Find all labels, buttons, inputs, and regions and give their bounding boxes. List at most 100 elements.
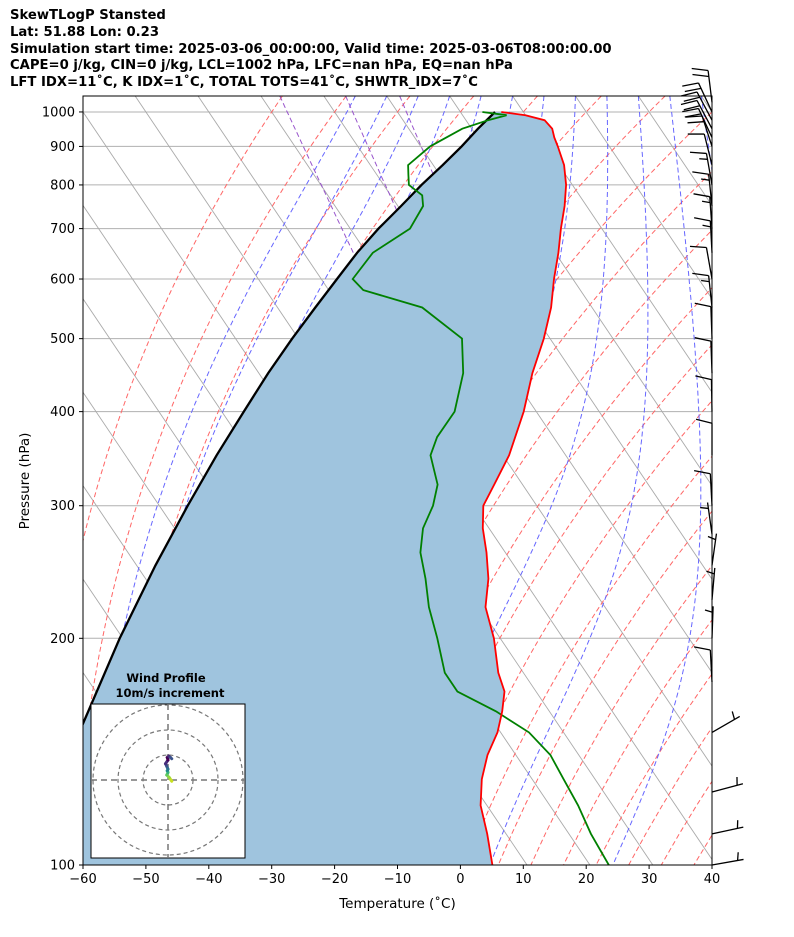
moist-adiabat-line <box>733 96 794 865</box>
hodograph-subtitle: 10m/s increment <box>116 686 225 700</box>
barb-shaft <box>707 70 713 103</box>
dry-adiabat-line <box>727 96 794 865</box>
hodograph-inset <box>90 703 246 859</box>
axes: −60 −50 −40 −30 −20 −10 0 10 20 30 40 100 200 300 400 5… <box>42 105 720 887</box>
barb-shaft <box>705 247 713 280</box>
barb-half-feather <box>699 158 708 160</box>
dry-adiabat-line <box>83 96 283 543</box>
dry-adiabat-line <box>334 229 712 865</box>
y-tick-label: 200 <box>50 632 75 647</box>
barb-shaft <box>703 133 713 166</box>
isotherm-line <box>575 96 712 300</box>
dry-adiabat-line <box>660 780 712 865</box>
wind-barb <box>689 245 713 280</box>
barb-feather <box>683 105 700 111</box>
barb-half-feather <box>701 200 711 204</box>
wind-barb <box>693 193 713 229</box>
barb-feather <box>694 302 712 308</box>
hodograph-segment <box>169 756 174 761</box>
wind-barb <box>711 820 744 835</box>
wind-barb <box>682 82 713 113</box>
mixing-ratio-line <box>399 96 480 280</box>
wind-barb <box>689 151 713 186</box>
temperature-line <box>479 111 568 865</box>
y-tick-label: 800 <box>50 178 75 193</box>
barb-feather <box>694 469 711 475</box>
chart-header: SkewTLogP Stansted Lat: 51.88 Lon: 0.23 … <box>10 8 612 92</box>
barb-feather <box>689 245 707 249</box>
barb-feather <box>692 171 709 175</box>
dry-adiabat-line <box>83 96 347 765</box>
simulation-times: Simulation start time: 2025-03-06_00:00:… <box>10 41 612 57</box>
station-location: Lat: 51.88 Lon: 0.23 <box>10 24 160 40</box>
hodograph-title: Wind Profile <box>126 671 206 685</box>
barb-half-feather <box>706 570 715 575</box>
y-tick-label: 1000 <box>42 105 75 120</box>
barb-feather <box>695 418 713 424</box>
barb-feather <box>693 193 710 198</box>
barb-shaft <box>711 715 741 733</box>
dry-adiabat-line <box>465 455 712 865</box>
x-tick-label: −30 <box>258 872 285 887</box>
parcel-profile-line <box>83 111 496 727</box>
barb-feather <box>694 217 711 222</box>
x-axis-label: Temperature (˚C) <box>338 895 456 912</box>
y-tick-label: 100 <box>50 859 75 874</box>
x-tick-label: 30 <box>641 872 658 887</box>
convective-parameters: CAPE=0 j/kg, CIN=0 j/kg, LCL=1002 hPa, L… <box>10 58 513 74</box>
x-tick-label: −40 <box>195 872 222 887</box>
isotherm-line <box>260 96 712 767</box>
wind-barb <box>691 67 713 103</box>
y-tick-label: 500 <box>50 332 75 347</box>
mixing-ratio-line <box>279 96 367 280</box>
barb-shaft <box>711 826 744 835</box>
barb-half-feather <box>731 711 736 720</box>
x-tick-label: 10 <box>515 872 532 887</box>
isotherm-line <box>83 858 88 865</box>
barb-feather <box>684 87 702 93</box>
barb-shaft <box>697 108 713 138</box>
barb-feather <box>692 73 709 78</box>
barb-feather <box>694 646 711 651</box>
wind-barb <box>692 272 713 308</box>
chart-title: SkewTLogP Stansted <box>10 8 166 23</box>
wind-barb <box>692 171 713 207</box>
barb-shaft <box>706 502 713 535</box>
wind-barb <box>700 502 713 535</box>
barb-feather <box>682 107 699 113</box>
barb-feather <box>683 96 700 102</box>
isotherm-line <box>512 96 712 394</box>
wind-barb <box>694 646 713 683</box>
barb-half-feather <box>701 178 710 181</box>
barb-feather <box>680 99 698 106</box>
hodograph-grid <box>91 704 245 858</box>
barb-feather <box>692 272 709 277</box>
x-tick-label: −10 <box>384 872 411 887</box>
wind-barb <box>687 133 713 166</box>
wind-barb <box>694 337 713 374</box>
y-tick-label: 600 <box>50 273 75 288</box>
dry-adiabat-line <box>759 96 794 865</box>
barb-half-feather <box>700 506 709 510</box>
wind-barb <box>711 852 744 866</box>
wind-barb <box>680 91 713 121</box>
wind-barb <box>711 777 744 793</box>
moist-adiabat-line <box>92 96 356 865</box>
dry-adiabat-line <box>367 287 712 865</box>
profile-lines <box>83 111 610 865</box>
dry-adiabat-line <box>563 619 712 865</box>
barb-feather <box>682 82 699 87</box>
cin-shading <box>83 112 567 865</box>
cape-region <box>83 112 567 865</box>
stability-indices: LFT IDX=11˚C, K IDX=1˚C, TOTAL TOTS=41˚C… <box>10 75 478 91</box>
barb-feather <box>691 67 709 72</box>
wind-barb <box>680 99 713 130</box>
y-axis-label: Pressure (hPa) <box>17 433 33 530</box>
y-tick-label: 400 <box>50 405 75 420</box>
x-tick-label: −60 <box>69 872 96 887</box>
barb-feather <box>680 91 698 97</box>
barb-half-feather <box>702 224 711 228</box>
barb-half-feather <box>701 279 710 283</box>
dry-adiabat-line <box>530 564 712 865</box>
